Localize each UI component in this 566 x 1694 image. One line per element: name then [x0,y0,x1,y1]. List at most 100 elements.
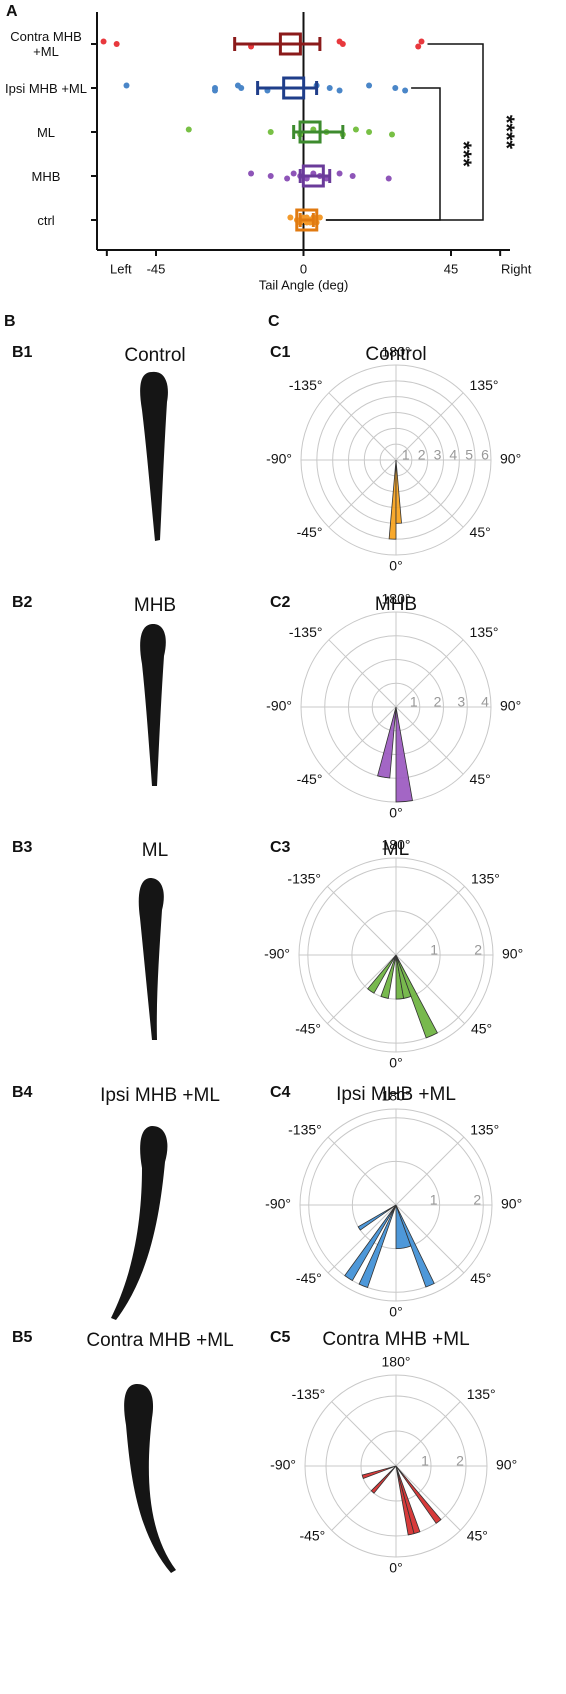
subpanel-title: ML [383,839,409,860]
panel-label: A [6,3,18,20]
y-tick-label: ctrl [37,212,55,228]
fish-image [111,1126,168,1320]
y-tick-label-box: ctrl [37,212,55,228]
angular-grid [328,639,397,708]
data-point [316,214,323,221]
sector [344,1204,397,1282]
angular-grid [327,954,397,1024]
angular-grid [328,706,397,775]
angle-label: 180° [382,344,411,360]
angular-grid [395,706,464,775]
radial-tick-label: 6 [481,447,489,463]
angular-grid [327,886,397,956]
significance-label: *** [451,141,476,167]
error-bar [292,125,345,139]
angle-label: 45° [470,524,491,540]
x-tick-label: 45 [444,261,458,276]
radial-tick-label: 2 [473,1192,481,1208]
data-point [123,82,130,89]
radial-tick-label: 4 [449,447,457,463]
subpanel-title: Ipsi MHB +ML [336,1084,456,1105]
angle-label: 45° [467,1527,488,1543]
angle-label: 135° [470,377,499,393]
x-tick-label: Right [501,261,532,276]
subpanel-title: Control [365,344,426,365]
angle-label: 180° [382,1354,411,1370]
angular-grid [395,639,464,708]
data-point [418,38,425,45]
angle-label: 45° [470,1270,491,1286]
fish-image [140,371,168,541]
subpanel-label: C2 [270,594,291,611]
data-point [336,170,343,177]
sector [395,1204,435,1288]
angular-grid [327,1136,397,1206]
significance-bracket [325,87,441,221]
radial-tick-label: 3 [457,694,465,710]
angle-label: 135° [467,1386,496,1402]
angle-label: 0° [389,1055,402,1071]
data-point [284,175,291,182]
subpanel-title: MHB [375,594,417,615]
angle-label: -45° [297,771,323,787]
angle-label: 180° [382,1088,411,1104]
significance-bracket [325,43,484,221]
x-axis-title: Tail Angle (deg) [259,277,349,292]
angle-label: 90° [496,1457,517,1473]
y-tick-label-box: Ipsi MHB +ML [5,80,87,96]
error-bar [233,37,322,51]
data-point [248,170,255,177]
x-tick-label: 0 [300,261,307,276]
mean-box [278,32,302,56]
y-tick-label: Ipsi MHB +ML [5,80,87,96]
angular-grid [395,954,465,1024]
subpanel-label: B5 [12,1329,33,1346]
angle-label: -90° [264,946,290,962]
fish-image [124,1383,176,1573]
sector [377,706,397,779]
data-point [349,173,356,179]
angle-label: 135° [470,624,499,640]
data-point [392,85,399,91]
angle-label: 135° [471,871,500,887]
angular-grid [328,459,397,528]
subpanel-title: MHB [134,595,176,616]
angle-label: -45° [295,1021,321,1037]
sector [367,954,397,994]
radial-tick-label: 1 [430,942,438,958]
error-bar [298,213,315,227]
sector [395,459,402,524]
subpanel-label: B2 [12,594,33,611]
angle-label: 180° [382,837,411,853]
sector [357,1204,397,1231]
sector [358,1204,397,1289]
data-point [238,85,245,91]
data-point [287,214,294,221]
angle-label: 90° [502,946,523,962]
radial-tick-label: 1 [410,694,418,710]
error-bar [256,81,319,95]
angle-label: -135° [292,1386,326,1402]
angle-label: 0° [389,558,402,574]
angle-label: -90° [266,698,292,714]
radial-tick-label: 1 [402,447,410,463]
data-point [267,173,274,179]
subpanel-label: C1 [270,344,291,361]
y-tick-label: Contra MHB +ML [10,29,82,59]
sector [361,1465,397,1480]
subpanel-title: ML [142,840,168,861]
angular-grid [395,392,464,461]
angular-grid [331,1401,397,1467]
mean-box [298,120,322,144]
angular-grid [328,392,397,461]
data-point [336,87,343,94]
radial-tick-label: 5 [465,447,473,463]
panel-label: C [268,313,280,330]
angle-label: 135° [470,1121,499,1137]
radial-tick-label: 4 [481,694,489,710]
sector [395,954,438,1039]
data-point [290,170,297,177]
angle-label: 180° [382,591,411,607]
